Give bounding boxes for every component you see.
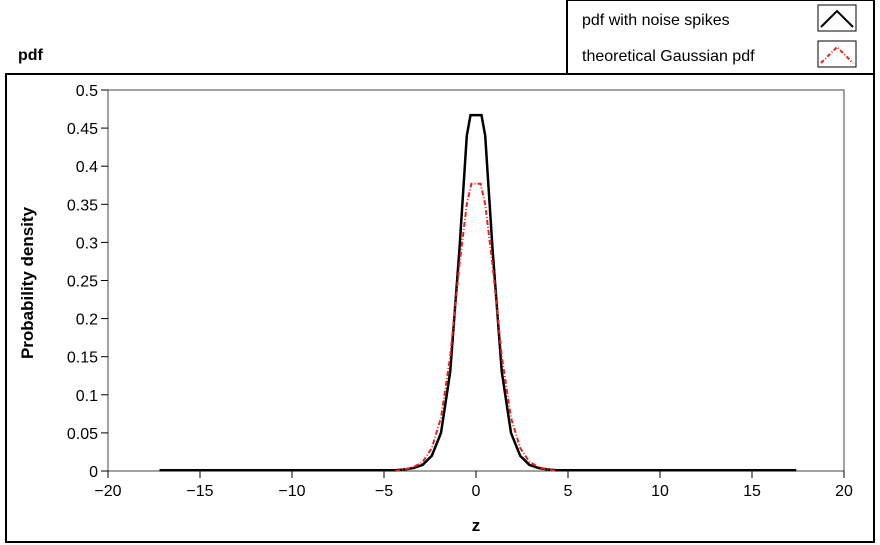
- y-tick-label: 0.3: [76, 235, 98, 252]
- y-axis: 0 0.05 0.1 0.15 0.2 0.25 0.3 0.35 0.4 0.45 0.5: [67, 83, 108, 481]
- y-tick-label: 0.2: [76, 312, 98, 329]
- legend: pdf with noise spikes theoretical Gaussi…: [566, 0, 875, 75]
- x-tick-label: −20: [94, 483, 121, 500]
- y-tick-label: 0.5: [76, 83, 98, 100]
- legend-label-noise: pdf with noise spikes: [582, 12, 730, 29]
- series-layer: [159, 113, 797, 472]
- series-line-gaussian: [394, 182, 558, 472]
- y-axis-label: Probability density: [18, 206, 37, 359]
- x-tick-label: 20: [835, 483, 853, 500]
- series-line-noise-spikes: [159, 113, 797, 472]
- y-tick-label: 0.15: [67, 350, 98, 367]
- legend-label-gaussian: theoretical Gaussian pdf: [582, 48, 755, 65]
- x-tick-label: −5: [375, 483, 393, 500]
- x-tick-label: 10: [651, 483, 669, 500]
- x-tick-label: 0: [472, 483, 481, 500]
- y-tick-label: 0.45: [67, 121, 98, 138]
- y-tick-label: 0.4: [76, 159, 98, 176]
- black-solid-line-icon: [817, 4, 857, 32]
- plot-area: [107, 89, 845, 472]
- y-tick-label: 0.1: [76, 388, 98, 405]
- y-tick-label: 0.35: [67, 197, 98, 214]
- x-axis: −20 −15 −10 −5 0 5 10 15 20: [94, 471, 853, 500]
- x-tick-label: 15: [743, 483, 761, 500]
- x-axis-label: z: [472, 516, 481, 535]
- panel-title: pdf: [18, 47, 44, 64]
- x-tick-label: −10: [278, 483, 305, 500]
- y-tick-label: 0.25: [67, 274, 98, 291]
- y-tick-label: 0.05: [67, 426, 98, 443]
- x-tick-label: −15: [186, 483, 213, 500]
- panel-frame: [5, 73, 875, 543]
- red-dashdot-line-icon: [817, 40, 857, 68]
- x-tick-label: 5: [564, 483, 573, 500]
- y-tick-label: 0: [89, 464, 98, 481]
